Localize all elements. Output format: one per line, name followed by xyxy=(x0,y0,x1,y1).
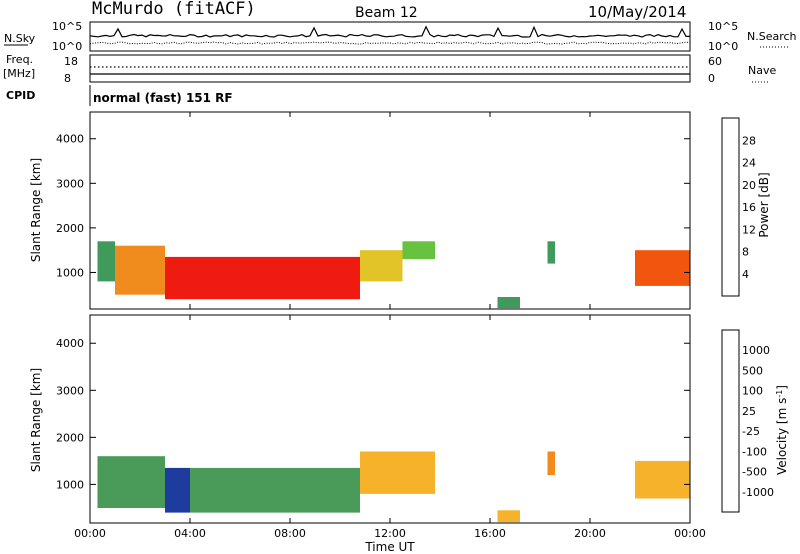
colorbar-frame xyxy=(721,117,740,297)
freq-strip: Freq. [MHz] 18 8 Nave 60 0 xyxy=(3,53,776,85)
power-colorbar-label: Power [dB] xyxy=(757,172,771,237)
cpid-strip: CPID normal (fast) 151 RF xyxy=(6,85,233,106)
nsearch-tick-bottom: 10^0 xyxy=(708,40,738,53)
y-tick-label: 4000 xyxy=(56,133,84,146)
colorbar-tick-label: -25 xyxy=(742,425,760,438)
nsearch-tick-top: 10^5 xyxy=(708,20,738,33)
nsky-tick-bottom: 10^0 xyxy=(52,40,82,53)
nave-tick-top: 60 xyxy=(708,55,722,68)
power-panel: 1000 2000 3000 4000 Slant Range [km] 4 8 12 16… xyxy=(29,111,771,310)
colorbar-tick-label: 4 xyxy=(742,268,749,281)
x-tick-label: 08:00 xyxy=(274,527,306,540)
power-yaxis: 1000 2000 3000 4000 xyxy=(56,133,690,279)
colorbar-frame xyxy=(721,329,740,513)
power-data-layer xyxy=(97,241,690,309)
power-region xyxy=(115,245,165,295)
velocity-region xyxy=(165,467,190,513)
y-tick-label: 1000 xyxy=(56,478,84,491)
y-tick-label: 1000 xyxy=(56,266,84,279)
colorbar-tick-label: 12 xyxy=(742,223,756,236)
velocity-panel: 1000 2000 3000 4000 Slant Range [km] 1000 50… xyxy=(29,314,789,524)
x-tick-label: 00:00 xyxy=(74,527,106,540)
freq-label: Freq. xyxy=(6,53,33,66)
nsky-label: N.Sky xyxy=(4,32,36,45)
freq-unit: [MHz] xyxy=(3,67,35,80)
power-region xyxy=(635,250,690,286)
velocity-region xyxy=(547,451,555,475)
power-region xyxy=(402,241,435,260)
time-axis: 00:00 04:00 08:00 12:00 16:00 20:00 00:00 xyxy=(74,112,706,540)
colorbar-tick-label: 16 xyxy=(742,201,756,214)
power-colorbar: 4 8 12 16 20 24 28 xyxy=(721,117,756,297)
velocity-data-layer xyxy=(97,451,690,523)
nsky-trace xyxy=(89,25,690,38)
nsky-tick-top: 10^5 xyxy=(52,20,82,33)
velocity-yaxis: 1000 2000 3000 4000 xyxy=(56,337,690,491)
x-tick-label: 12:00 xyxy=(374,527,406,540)
y-tick-label: 2000 xyxy=(56,431,84,444)
y-tick-label: 2000 xyxy=(56,222,84,235)
power-region xyxy=(165,256,360,300)
colorbar-tick-label: 8 xyxy=(742,246,749,259)
power-region xyxy=(547,241,555,264)
x-tick-label: 04:00 xyxy=(174,527,206,540)
colorbar-tick-label: -500 xyxy=(742,466,767,479)
freq-tick-top: 18 xyxy=(64,55,78,68)
velocity-region xyxy=(190,467,360,513)
colorbar-tick-label: 1000 xyxy=(742,344,770,357)
beam-title: Beam 12 xyxy=(355,5,418,21)
nsky-strip: N.Sky 10^5 10^0 N.Search 10^5 10^0 xyxy=(4,20,797,53)
x-tick-label: 16:00 xyxy=(474,527,506,540)
nave-label: Nave xyxy=(748,64,776,77)
velocity-region xyxy=(635,460,690,499)
colorbar-tick-label: 24 xyxy=(742,157,756,170)
power-region xyxy=(97,241,115,282)
velocity-colorbar-label: Velocity [m s-1] xyxy=(775,385,789,475)
power-ylabel: Slant Range [km] xyxy=(29,158,43,262)
y-tick-label: 3000 xyxy=(56,384,84,397)
velocity-ylabel: Slant Range [km] xyxy=(29,368,43,472)
y-tick-label: 4000 xyxy=(56,337,84,350)
freq-tick-bottom: 8 xyxy=(64,72,71,85)
cpid-label: CPID xyxy=(6,89,35,102)
date-title: 10/May/2014 xyxy=(588,3,686,21)
station-title: McMurdo (fitACF) xyxy=(92,0,256,19)
power-region xyxy=(360,250,403,282)
nsearch-trace xyxy=(89,41,691,45)
nsearch-label: N.Search xyxy=(747,30,797,43)
power-region xyxy=(497,297,520,309)
colorbar-tick-label: -1000 xyxy=(742,486,774,499)
velocity-region xyxy=(497,510,520,523)
colorbar-tick-label: -100 xyxy=(742,445,767,458)
y-tick-label: 3000 xyxy=(56,177,84,190)
nave-tick-bottom: 0 xyxy=(708,72,715,85)
velocity-region xyxy=(97,456,165,508)
colorbar-tick-label: 20 xyxy=(742,179,756,192)
colorbar-tick-label: 500 xyxy=(742,364,763,377)
velocity-region xyxy=(360,451,435,494)
colorbar-tick-label: 28 xyxy=(742,134,756,147)
cpid-text: normal (fast) 151 RF xyxy=(93,91,233,105)
x-tick-label: 20:00 xyxy=(574,527,606,540)
x-tick-label: 00:00 xyxy=(674,527,706,540)
colorbar-tick-label: 100 xyxy=(742,385,763,398)
time-axis-label: Time UT xyxy=(364,540,415,554)
velocity-colorbar: 1000 500 100 25 -25 -100 -500 -1000 xyxy=(721,329,774,513)
colorbar-tick-label: 25 xyxy=(742,405,756,418)
